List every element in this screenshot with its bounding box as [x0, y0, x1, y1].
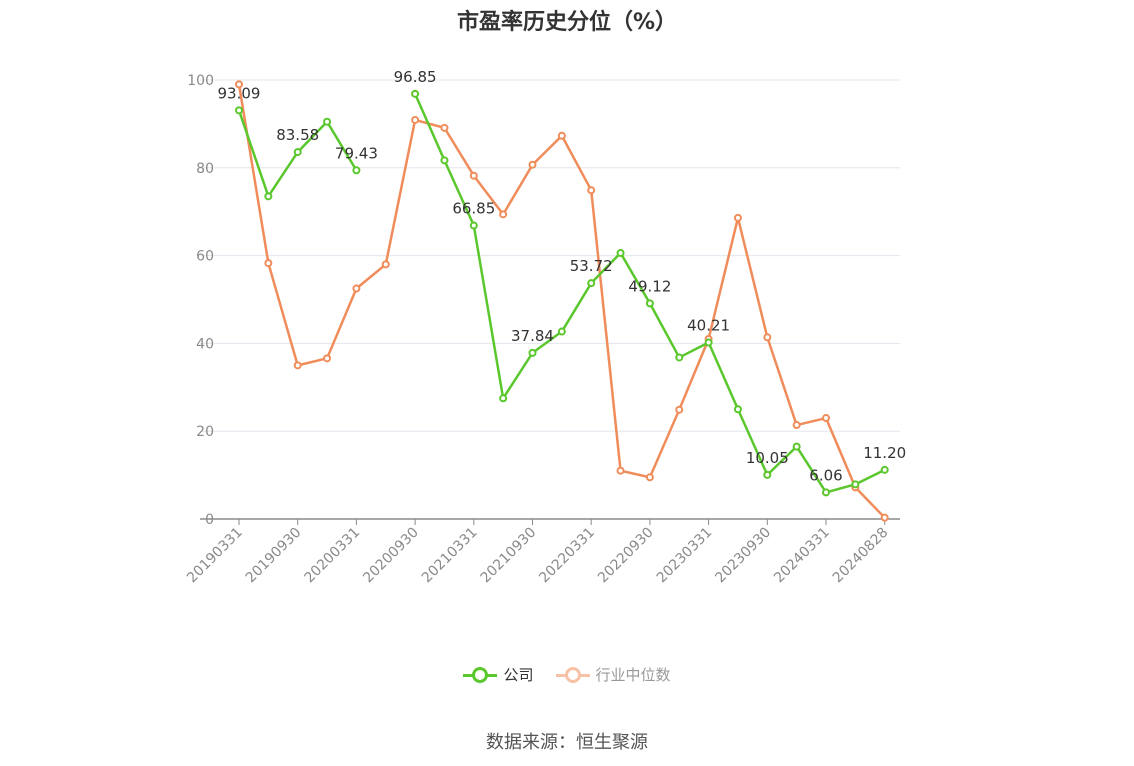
- x-tick-label: 20200930: [360, 525, 422, 587]
- y-tick-label: 80: [196, 161, 214, 177]
- y-tick-label: 100: [187, 73, 214, 89]
- y-tick-label: 40: [196, 336, 214, 352]
- data-point-industry-median: [381, 260, 390, 269]
- data-point-company: [616, 248, 625, 257]
- data-label: 96.85: [394, 68, 437, 86]
- data-point-company: [469, 221, 478, 230]
- data-label: 93.09: [218, 84, 261, 102]
- data-point-company: [411, 89, 420, 98]
- data-label: 79.43: [335, 144, 378, 162]
- x-tick-label: 20240828: [830, 525, 892, 587]
- legend-item-company[interactable]: 公司: [463, 664, 534, 685]
- data-point-industry-median: [499, 210, 508, 219]
- y-tick-label: 20: [196, 424, 214, 440]
- data-point-industry-median: [675, 405, 684, 414]
- data-label: 11.20: [863, 444, 906, 462]
- data-point-company: [733, 405, 742, 414]
- x-tick-label: 20190331: [184, 525, 246, 587]
- data-point-company: [763, 470, 772, 479]
- x-tick-label: 20210331: [419, 525, 481, 587]
- data-label: 53.72: [570, 257, 613, 275]
- legend: 公司 行业中位数: [0, 664, 1134, 685]
- x-tick-label: 20190930: [243, 525, 305, 587]
- data-point-industry-median: [763, 333, 772, 342]
- data-label: 83.58: [276, 126, 319, 144]
- data-point-company: [528, 348, 537, 357]
- data-point-company: [851, 480, 860, 489]
- data-point-company: [293, 148, 302, 157]
- data-point-industry-median: [235, 80, 243, 89]
- data-source: 数据来源：恒生聚源: [486, 732, 648, 753]
- label-layer: 93.09 83.58 79.43 96.85 66.85 37.84 53.72 49.12…: [218, 68, 907, 485]
- data-label: 40.21: [687, 316, 730, 334]
- data-point-industry-median: [880, 513, 889, 522]
- data-point-company: [323, 117, 332, 126]
- data-point-industry-median: [323, 354, 332, 363]
- x-tick-label: 20230331: [654, 525, 716, 587]
- data-point-industry-median: [469, 171, 478, 180]
- data-point-company: [440, 156, 449, 165]
- x-tick-label: 20220331: [536, 525, 598, 587]
- data-point-industry-median: [822, 414, 830, 423]
- data-point-company: [235, 106, 243, 115]
- data-label: 49.12: [628, 277, 671, 295]
- data-point-company: [675, 353, 684, 362]
- x-tick-label: 20230930: [712, 525, 774, 587]
- data-point-company: [557, 327, 566, 336]
- series-layer: [235, 80, 889, 522]
- x-tick-label: 20220930: [595, 525, 657, 587]
- data-point-industry-median: [557, 131, 566, 140]
- x-tick-label: 20210930: [478, 525, 540, 587]
- data-point-industry-median: [616, 466, 625, 475]
- data-point-industry-median: [733, 213, 742, 222]
- data-point-industry-median: [440, 123, 449, 132]
- data-point-industry-median: [352, 284, 361, 293]
- data-point-company: [587, 279, 596, 288]
- data-point-industry-median: [587, 186, 596, 195]
- data-point-company: [264, 192, 273, 201]
- legend-marker-company: [463, 666, 498, 683]
- grid-layer: [200, 79, 900, 432]
- data-label: 6.06: [809, 466, 842, 484]
- legend-label-industry-median: 行业中位数: [595, 666, 671, 684]
- legend-item-industry-median[interactable]: 行业中位数: [555, 664, 671, 685]
- legend-marker-industry-median: [555, 666, 590, 683]
- data-point-company: [822, 488, 830, 497]
- data-point-industry-median: [528, 160, 537, 169]
- data-point-industry-median: [411, 115, 420, 124]
- data-point-company: [499, 394, 508, 403]
- x-tick-label: 20200331: [302, 525, 364, 587]
- data-label: 10.05: [746, 449, 789, 467]
- y-tick-label: 60: [196, 249, 214, 265]
- data-point-company: [645, 299, 654, 308]
- data-label: 37.84: [511, 327, 554, 345]
- y-tick-label: 0: [205, 512, 214, 528]
- data-point-industry-median: [264, 259, 273, 268]
- chart-title: 市盈率历史分位（%）: [456, 10, 678, 35]
- data-point-company: [352, 166, 361, 175]
- data-point-industry-median: [645, 473, 654, 482]
- data-point-company: [880, 465, 889, 474]
- data-point-company: [704, 338, 713, 347]
- legend-label-company: 公司: [503, 666, 534, 684]
- data-point-industry-median: [792, 421, 801, 430]
- data-label: 66.85: [452, 200, 495, 218]
- x-tick-label: 20240331: [771, 525, 833, 587]
- data-point-industry-median: [293, 361, 302, 370]
- data-point-company: [792, 442, 801, 451]
